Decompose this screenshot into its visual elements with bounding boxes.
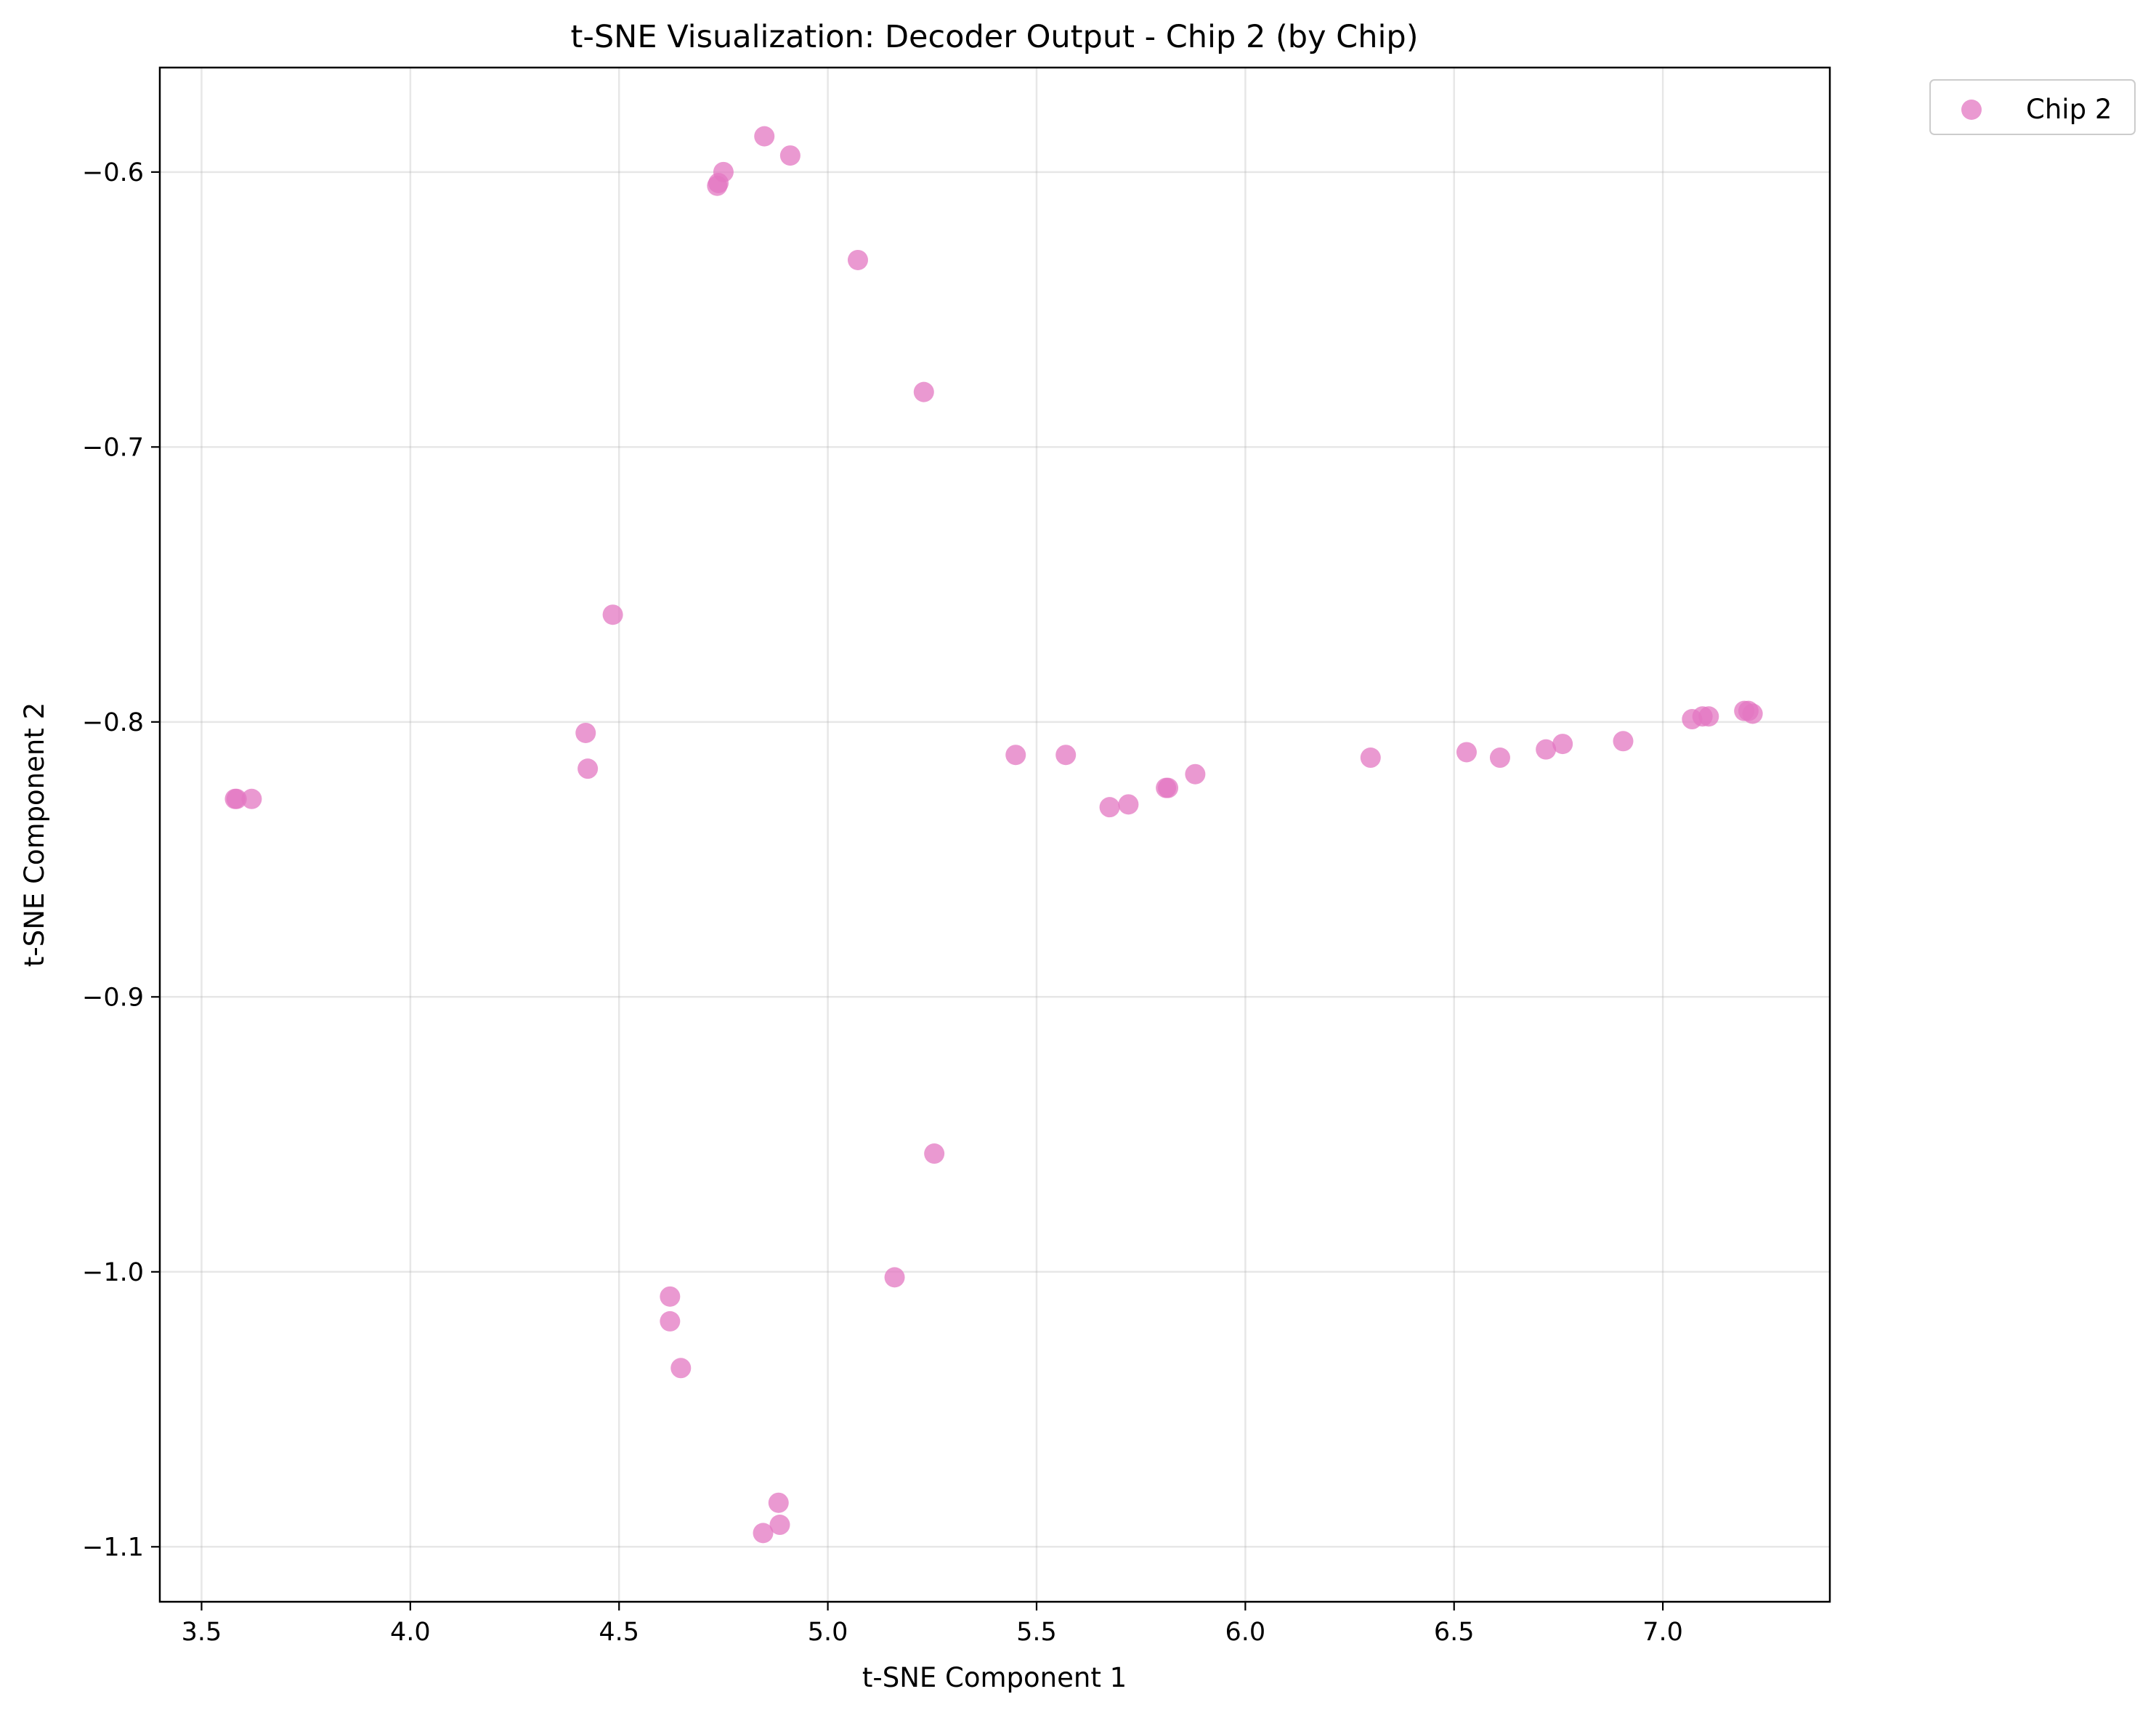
x-tick-label: 6.0 [1225, 1618, 1266, 1647]
plot-frame [158, 66, 1831, 1603]
data-point [754, 126, 775, 147]
data-point [1536, 739, 1557, 760]
data-point [913, 381, 934, 402]
data-point [713, 161, 734, 182]
y-tick-label: −0.9 [82, 983, 144, 1012]
y-tick-label: −0.8 [82, 708, 144, 737]
data-point [924, 1143, 945, 1164]
legend-label: Chip 2 [2026, 94, 2112, 125]
data-point [1099, 797, 1120, 818]
y-axis-ticks: −0.6 −0.7 −0.8 −0.9 −1.0 −1.1 [82, 158, 160, 1562]
legend-box [1929, 79, 2136, 135]
data-point [1489, 747, 1510, 769]
x-tick-label: 6.5 [1434, 1618, 1475, 1647]
data-point [670, 1358, 692, 1379]
x-tick-label: 5.0 [808, 1618, 848, 1647]
chart-title: t-SNE Visualization: Decoder Output - Ch… [571, 19, 1419, 55]
data-points [224, 126, 1763, 1544]
legend: Chip 2 [1929, 79, 2136, 135]
data-point [1118, 794, 1139, 815]
x-axis-label: t-SNE Component 1 [862, 1662, 1127, 1693]
data-point [660, 1310, 681, 1332]
data-point [1360, 747, 1381, 769]
data-point [1742, 703, 1763, 724]
x-tick-label: 4.0 [390, 1618, 431, 1647]
x-tick-label: 4.5 [599, 1618, 639, 1647]
y-tick-label: −1.1 [82, 1533, 144, 1562]
data-point [226, 788, 247, 809]
data-point [884, 1267, 905, 1288]
y-axis-label: t-SNE Component 2 [19, 702, 50, 967]
y-tick-label: −1.0 [82, 1258, 144, 1287]
data-point [769, 1515, 790, 1536]
x-tick-label: 5.5 [1016, 1618, 1057, 1647]
y-tick-label: −0.7 [82, 433, 144, 462]
data-point [660, 1286, 681, 1307]
data-point [1158, 777, 1179, 798]
data-point [1698, 706, 1719, 727]
data-point [1552, 734, 1573, 755]
data-point [847, 249, 868, 270]
x-tick-label: 7.0 [1642, 1618, 1683, 1647]
data-point [1055, 745, 1077, 766]
y-tick-label: −0.6 [82, 158, 144, 187]
data-point [1613, 731, 1634, 752]
data-point [1185, 763, 1206, 785]
data-point [578, 758, 599, 779]
data-point [241, 788, 262, 809]
data-point [768, 1492, 789, 1513]
data-point [1456, 742, 1477, 763]
data-point [575, 722, 596, 743]
data-point [753, 1523, 774, 1544]
data-point [1005, 745, 1026, 766]
data-point [602, 604, 623, 625]
grid [160, 68, 1830, 1602]
data-point [779, 145, 801, 166]
x-tick-label: 3.5 [182, 1618, 222, 1647]
x-axis-ticks: 3.5 4.0 4.5 5.0 5.5 6.0 6.5 7.0 [182, 1602, 1683, 1647]
legend-marker [1961, 100, 1982, 120]
